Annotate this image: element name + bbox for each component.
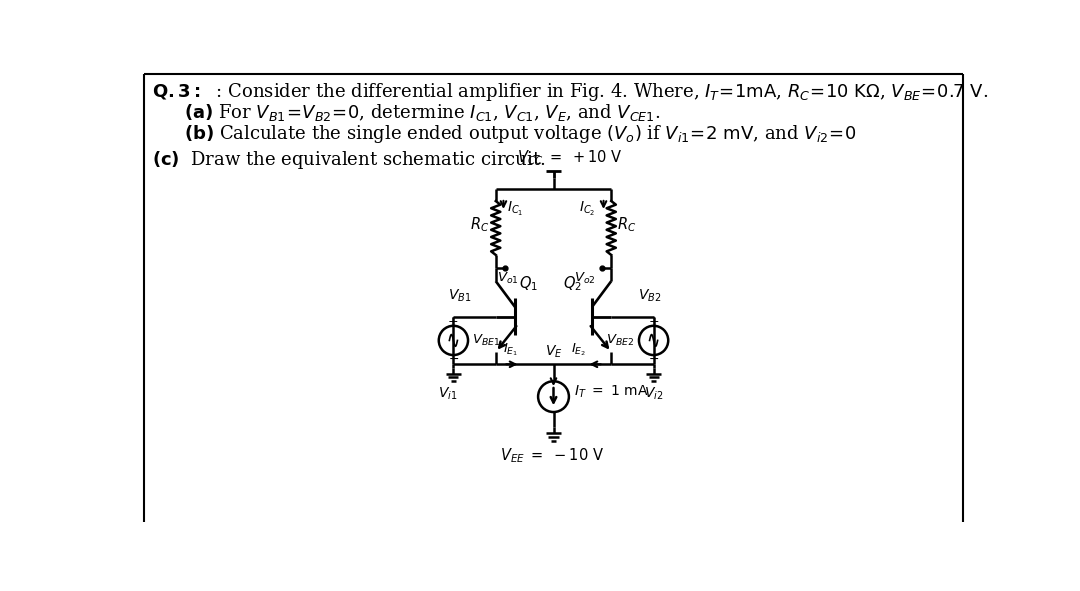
Text: +: + <box>648 316 659 329</box>
Text: $V_{i1}$: $V_{i1}$ <box>437 386 457 402</box>
Text: $V_{BE1}$: $V_{BE1}$ <box>472 333 500 348</box>
Text: $R_C$: $R_C$ <box>618 216 637 234</box>
Text: $I_T\ =\ 1\ \mathrm{mA}$: $I_T\ =\ 1\ \mathrm{mA}$ <box>573 384 648 400</box>
Text: $I_{C_2}$: $I_{C_2}$ <box>579 200 595 217</box>
Text: $\mathbf{(c)}$  Draw the equivalent schematic circuit.: $\mathbf{(c)}$ Draw the equivalent schem… <box>151 149 545 171</box>
Text: $I_{C_1}$: $I_{C_1}$ <box>507 200 523 217</box>
Text: $V_{B1}$: $V_{B1}$ <box>448 288 471 304</box>
Text: $V_E$: $V_E$ <box>544 343 563 360</box>
Text: $Q_1$: $Q_1$ <box>518 275 538 294</box>
Text: $V_{o2}$: $V_{o2}$ <box>575 271 596 286</box>
Text: $\mathbf{(b)}$ Calculate the single ended output voltage $(V_o)$ if $V_{i1}\!=\!: $\mathbf{(b)}$ Calculate the single ende… <box>184 122 856 145</box>
Text: $\mathbf{Q. 3:}$  : Consider the differential amplifier in Fig. 4. Where, $I_T\!: $\mathbf{Q. 3:}$ : Consider the differen… <box>151 81 988 103</box>
Text: +: + <box>448 316 459 329</box>
Text: $I_{E_1}$: $I_{E_1}$ <box>503 342 518 358</box>
Text: $R_C$: $R_C$ <box>470 216 489 234</box>
Text: $\mathbf{(a)}$ For $V_{B1}\!=\!V_{B2}\!=\!0$, determine $I_{C1}$, $V_{C1}$, $V_E: $\mathbf{(a)}$ For $V_{B1}\!=\!V_{B2}\!=… <box>184 102 660 123</box>
Text: $V_{B2}$: $V_{B2}$ <box>638 288 662 304</box>
Text: $V_{i2}$: $V_{i2}$ <box>644 386 663 402</box>
Text: $V_{EE}\ =\ -10\ \mathrm{V}$: $V_{EE}\ =\ -10\ \mathrm{V}$ <box>500 447 604 465</box>
Text: $-$: $-$ <box>448 352 459 365</box>
Text: $V_{o1}$: $V_{o1}$ <box>497 271 519 286</box>
Text: $V_{BE2}$: $V_{BE2}$ <box>606 333 634 348</box>
Text: $I_{E_2}$: $I_{E_2}$ <box>571 342 586 358</box>
Text: $V_{CC}\ =\ +10\ \mathrm{V}$: $V_{CC}\ =\ +10\ \mathrm{V}$ <box>516 148 622 167</box>
Text: $Q_2$: $Q_2$ <box>563 275 582 294</box>
Text: $-$: $-$ <box>648 352 659 365</box>
